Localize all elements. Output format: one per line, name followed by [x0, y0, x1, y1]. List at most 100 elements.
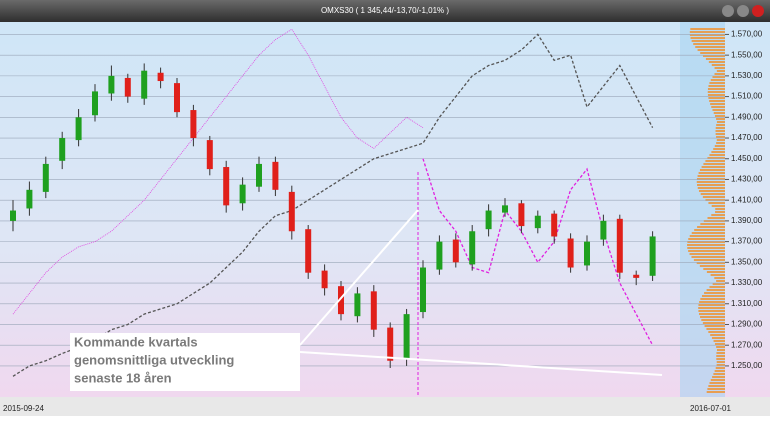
- candle-body: [354, 293, 361, 317]
- profile-bar: [710, 379, 725, 381]
- candle-body: [10, 210, 16, 221]
- profile-bar: [708, 385, 725, 387]
- profile-bar: [716, 70, 725, 72]
- candle-body: [157, 72, 164, 82]
- y-tick-label: 1.450,00: [731, 154, 763, 163]
- profile-bar: [714, 145, 725, 147]
- profile-bar: [691, 40, 725, 42]
- profile-bar: [712, 376, 725, 378]
- profile-bar: [700, 193, 725, 195]
- profile-bar: [713, 148, 725, 150]
- profile-bar: [701, 295, 725, 297]
- profile-bar: [699, 301, 725, 303]
- profile-bar: [707, 388, 725, 390]
- profile-bar: [714, 115, 725, 117]
- y-tick-label: 1.330,00: [731, 278, 763, 287]
- annotation-box: [70, 333, 300, 391]
- profile-bar: [712, 109, 725, 111]
- close-button[interactable]: [752, 5, 764, 17]
- profile-bar: [715, 127, 725, 129]
- profile-bar: [711, 106, 725, 108]
- profile-bar: [706, 328, 725, 330]
- profile-bar: [697, 175, 725, 177]
- profile-bar: [691, 256, 725, 258]
- candle-body: [223, 167, 230, 206]
- candle-body: [551, 213, 558, 237]
- candle-body: [600, 220, 607, 240]
- profile-bar: [708, 97, 725, 99]
- profile-bar: [715, 367, 725, 369]
- profile-bar: [708, 61, 725, 63]
- profile-bar: [691, 232, 725, 234]
- profile-bar: [716, 364, 725, 366]
- overlay-line: [422, 158, 654, 346]
- profile-bar: [716, 346, 725, 348]
- profile-bar: [712, 76, 725, 78]
- annotation-line: senaste 18 åren: [74, 370, 172, 385]
- profile-bar: [698, 172, 725, 174]
- trend-line: [299, 209, 419, 346]
- volume-profile: [687, 28, 725, 393]
- profile-bar: [702, 322, 725, 324]
- profile-bar: [687, 244, 725, 246]
- x-end-label: 2016-07-01: [690, 404, 731, 413]
- profile-bar: [698, 190, 725, 192]
- profile-bar: [707, 91, 725, 93]
- profile-bar: [689, 31, 725, 33]
- y-tick-label: 1.570,00: [731, 30, 763, 39]
- y-tick-label: 1.270,00: [731, 340, 763, 349]
- candle-body: [485, 210, 492, 230]
- profile-bar: [694, 229, 725, 231]
- profile-bar: [698, 307, 725, 309]
- candle-body: [616, 218, 623, 273]
- profile-bar: [709, 286, 725, 288]
- candle-body: [206, 140, 213, 170]
- profile-bar: [688, 250, 725, 252]
- profile-bar: [709, 82, 725, 84]
- candle-body: [75, 117, 82, 141]
- profile-bar: [711, 64, 725, 66]
- profile-bar: [713, 112, 725, 114]
- candle-body: [141, 70, 148, 99]
- candle-body: [305, 229, 312, 273]
- window-button[interactable]: [722, 5, 734, 17]
- profile-bar: [704, 325, 725, 327]
- candle-body: [256, 163, 262, 187]
- profile-bar: [715, 211, 725, 213]
- profile-bar: [711, 337, 725, 339]
- window-button[interactable]: [737, 5, 749, 17]
- title-bar: [0, 0, 770, 22]
- grid: 1.250,00 1.270,00 1.290,00 1.310,00 1.330,00…: [0, 30, 763, 370]
- profile-bar: [701, 166, 725, 168]
- candle-body: [239, 184, 246, 204]
- profile-bar: [716, 280, 725, 282]
- profile-bar: [708, 331, 725, 333]
- profile-bar: [702, 196, 725, 198]
- candle-body: [518, 203, 525, 227]
- profile-bar: [709, 382, 725, 384]
- profile-bar: [709, 100, 725, 102]
- annotation-line: genomsnittliga utveckling: [74, 352, 234, 367]
- profile-bar: [714, 277, 725, 279]
- profile-bar: [707, 88, 725, 90]
- chart-title: OMXS30 ( 1 345,44/-13,70/-1,01% ): [321, 6, 449, 15]
- profile-bar: [715, 133, 725, 135]
- profile-bar: [697, 187, 725, 189]
- profile-bar: [712, 283, 725, 285]
- profile-bar: [705, 58, 725, 60]
- profile-bar: [699, 265, 725, 267]
- profile-bar: [702, 55, 725, 57]
- profile-bar: [700, 223, 725, 225]
- profile-bar: [716, 142, 725, 144]
- profile-bar: [693, 43, 725, 45]
- profile-bar: [711, 151, 725, 153]
- profile-bar: [690, 28, 725, 30]
- profile-bar: [709, 154, 725, 156]
- profile-bar: [687, 247, 725, 249]
- y-tick-label: 1.550,00: [731, 50, 763, 59]
- candle-body: [321, 270, 328, 289]
- y-tick-label: 1.470,00: [731, 133, 763, 142]
- y-tick-label: 1.490,00: [731, 112, 763, 121]
- profile-bar: [697, 184, 725, 186]
- candle-body: [272, 161, 279, 190]
